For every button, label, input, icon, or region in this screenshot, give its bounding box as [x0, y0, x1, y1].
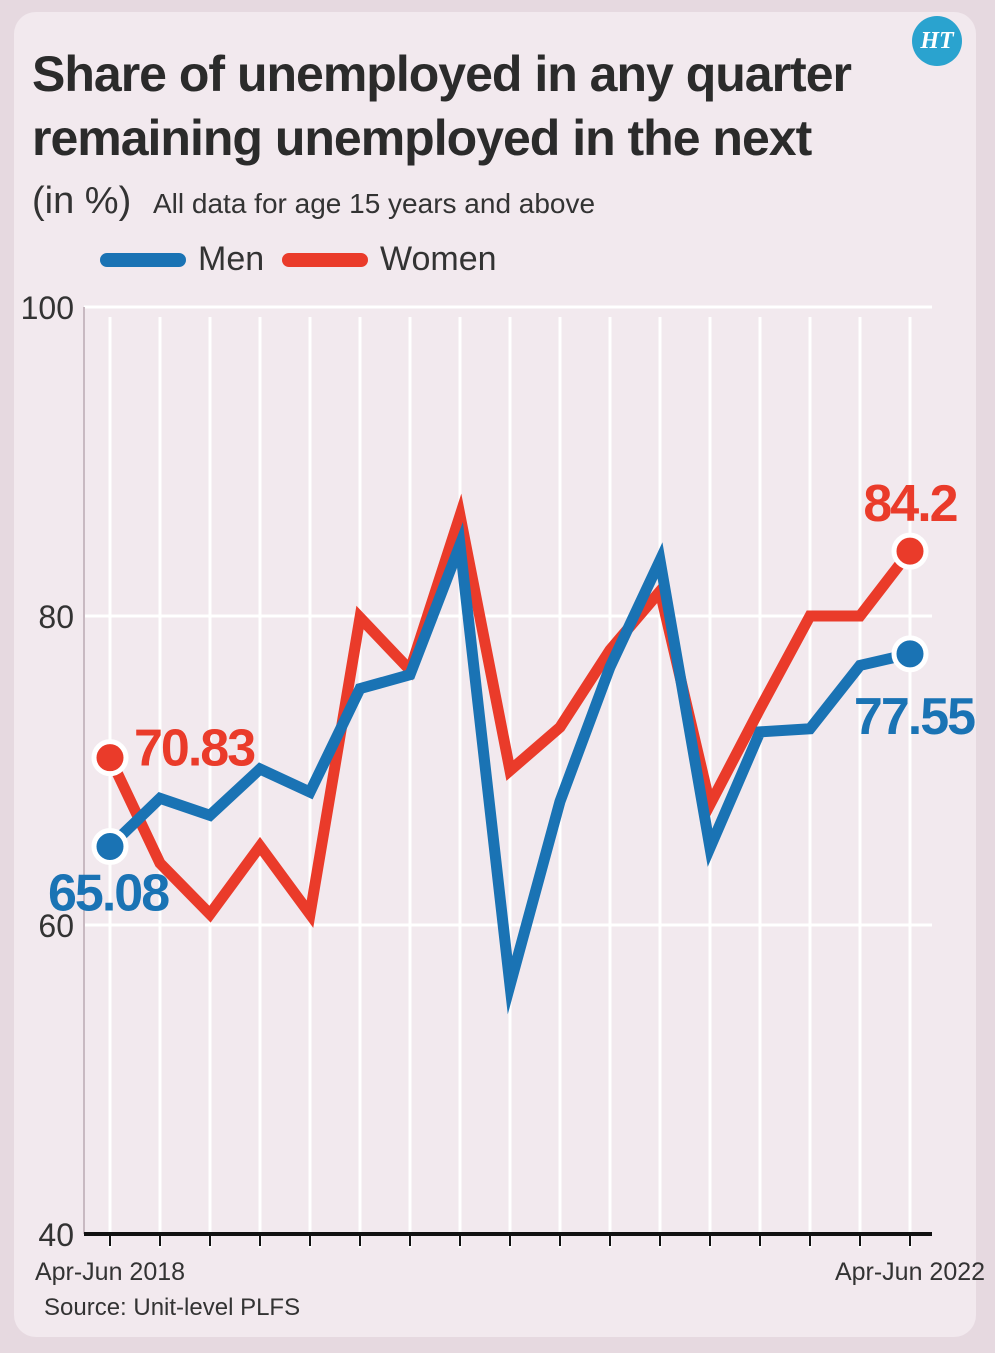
y-tick-label: 100: [21, 290, 74, 326]
legend-men-swatch: [100, 252, 186, 267]
source-note: Source: Unit-level PLFS: [44, 1294, 301, 1321]
endpoint-marker-men: [91, 828, 129, 866]
y-tick-label: 40: [38, 1217, 74, 1253]
data-label-men: 77.55: [854, 688, 975, 746]
data-label-women: 70.83: [134, 720, 255, 778]
chart-title: Share of unemployed in any quarter remai…: [32, 46, 852, 166]
x-tick-label: Apr-Jun 2022: [835, 1258, 985, 1286]
series-line-women: [104, 493, 916, 928]
data-label-men: 65.08: [48, 865, 169, 923]
legend-women: Women: [282, 240, 497, 279]
legend-men: Men: [100, 240, 264, 279]
data-label-women: 84.2: [863, 475, 956, 533]
y-tick-label: 60: [38, 908, 74, 944]
age-note: All data for age 15 years and above: [153, 188, 596, 219]
legend-men-label: Men: [198, 240, 265, 278]
series-line-men: [104, 522, 916, 1015]
endpoint-marker-women: [91, 739, 129, 777]
unit-label: (in %): [32, 180, 132, 222]
ht-logo: HT: [912, 16, 962, 66]
y-tick-label: 80: [38, 599, 74, 635]
legend-women-swatch: [282, 252, 368, 267]
endpoint-marker-men: [891, 635, 929, 673]
x-tick-label: Apr-Jun 2018: [35, 1258, 185, 1286]
legend-women-label: Women: [380, 240, 497, 278]
endpoint-marker-women: [891, 532, 929, 570]
